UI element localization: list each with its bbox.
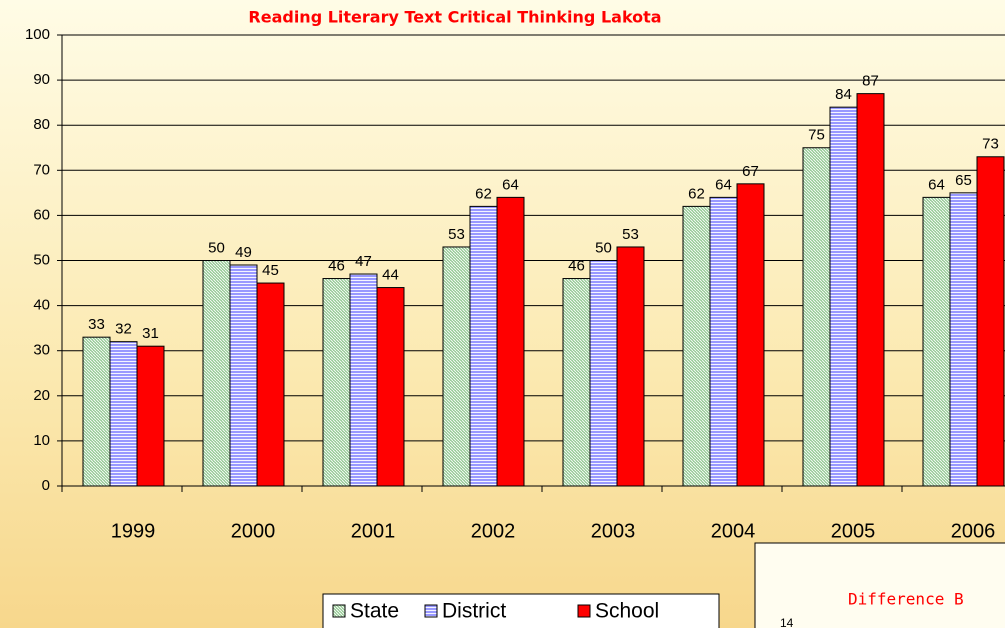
value-label: 47 [355, 253, 372, 270]
bar [229, 264, 258, 487]
x-tick-label: 2004 [711, 520, 756, 542]
value-label: 45 [262, 262, 279, 279]
bar [802, 147, 831, 487]
bar [469, 205, 498, 487]
bar [922, 196, 951, 487]
x-tick-label: 2001 [351, 520, 396, 542]
bar [682, 205, 711, 487]
value-label: 44 [382, 267, 399, 284]
bar [202, 260, 231, 487]
y-tick-label: 100 [25, 26, 50, 43]
value-label: 64 [715, 176, 732, 193]
bar [616, 246, 645, 487]
value-label: 75 [808, 127, 825, 144]
value-label: 46 [568, 258, 585, 275]
value-label: 84 [835, 86, 852, 103]
legend-swatch [424, 604, 438, 618]
y-tick-label: 0 [42, 477, 50, 494]
inset-box [754, 542, 1005, 628]
legend-label: District [442, 600, 506, 623]
x-tick-label: 1999 [111, 520, 156, 542]
legend-box [322, 593, 720, 628]
value-label: 65 [955, 172, 972, 189]
x-tick-label: 2002 [471, 520, 516, 542]
value-label: 62 [475, 185, 492, 202]
value-label: 64 [502, 176, 519, 193]
value-label: 53 [448, 226, 465, 243]
y-tick-label: 90 [33, 71, 50, 88]
y-tick-label: 10 [33, 432, 50, 449]
chart-title: Reading Literary Text Critical Thinking … [248, 8, 661, 27]
value-label: 49 [235, 244, 252, 261]
bar [349, 273, 378, 487]
bar [376, 287, 405, 487]
bar [442, 246, 471, 487]
y-tick-label: 60 [33, 206, 50, 223]
inset-label: 14 [780, 616, 794, 628]
value-label: 62 [688, 185, 705, 202]
value-label: 31 [142, 325, 159, 342]
bar [736, 183, 765, 487]
bar [496, 196, 525, 487]
value-label: 87 [862, 73, 879, 90]
bar [949, 192, 978, 487]
x-tick-label: 2005 [831, 520, 876, 542]
value-label: 32 [115, 321, 132, 338]
bar [829, 106, 858, 487]
bar [856, 93, 885, 487]
y-tick-label: 20 [33, 387, 50, 404]
bar [136, 345, 165, 487]
x-tick-label: 2006 [951, 520, 996, 542]
value-label: 73 [982, 136, 999, 153]
legend-label: State [350, 600, 399, 623]
legend-swatch [577, 604, 591, 618]
value-label: 50 [595, 239, 612, 256]
bar [322, 278, 351, 487]
bar [82, 336, 111, 487]
x-tick-label: 2000 [231, 520, 276, 542]
bar [709, 196, 738, 487]
bar [109, 341, 138, 487]
legend-label: School [595, 600, 659, 623]
value-label: 46 [328, 258, 345, 275]
bar [562, 278, 591, 487]
y-tick-label: 40 [33, 297, 50, 314]
y-tick-label: 50 [33, 251, 50, 268]
y-tick-label: 30 [33, 342, 50, 359]
bar [256, 282, 285, 487]
value-label: 64 [928, 176, 945, 193]
x-tick-label: 2003 [591, 520, 636, 542]
bar [589, 260, 618, 487]
inset-title: Difference B [848, 590, 964, 609]
value-label: 50 [208, 239, 225, 256]
value-label: 67 [742, 163, 759, 180]
legend-swatch [332, 604, 346, 618]
y-tick-label: 70 [33, 161, 50, 178]
bar [976, 156, 1005, 487]
y-tick-label: 80 [33, 116, 50, 133]
value-label: 53 [622, 226, 639, 243]
value-label: 33 [88, 316, 105, 333]
